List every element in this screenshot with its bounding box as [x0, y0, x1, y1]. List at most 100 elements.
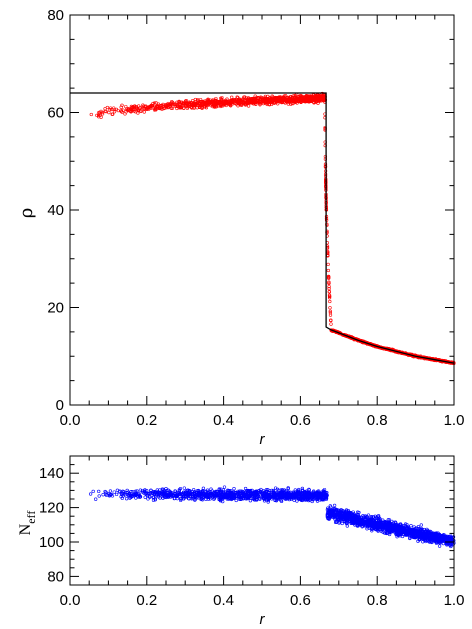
- neff-point: [337, 521, 341, 525]
- density-point: [234, 102, 239, 106]
- neff-point: [435, 536, 440, 540]
- neff-point: [353, 518, 358, 523]
- neff-point: [293, 493, 297, 497]
- neff-point: [123, 493, 128, 497]
- neff-point: [385, 531, 389, 535]
- density-point: [193, 103, 197, 107]
- neff-point: [355, 514, 359, 518]
- density-point: [253, 94, 257, 98]
- neff-point: [435, 540, 439, 544]
- density-point: [219, 96, 223, 101]
- neff-point: [432, 537, 436, 541]
- neff-point: [123, 491, 128, 495]
- neff-point: [204, 497, 208, 501]
- density-point: [325, 222, 329, 226]
- neff-point: [411, 528, 415, 532]
- neff-point: [253, 497, 257, 501]
- density-point: [140, 105, 145, 109]
- neff-point: [182, 486, 186, 490]
- density-point: [201, 100, 205, 105]
- neff-point: [315, 499, 320, 503]
- neff-point: [449, 542, 453, 546]
- neff-point: [381, 518, 385, 522]
- neff-point: [317, 494, 321, 498]
- density-point: [205, 100, 209, 104]
- neff-point: [373, 522, 377, 526]
- neff-point: [374, 521, 378, 526]
- neff-point: [155, 488, 159, 492]
- density-point: [130, 107, 134, 111]
- neff-point: [264, 489, 268, 494]
- neff-point: [132, 494, 136, 498]
- density-point: [295, 101, 299, 105]
- density-x-tick-label: 0.8: [367, 412, 388, 429]
- neff-point: [347, 517, 352, 521]
- neff-point: [177, 487, 182, 492]
- density-point: [142, 107, 146, 111]
- neff-point: [290, 495, 294, 499]
- density-y-tick-label: 60: [47, 105, 64, 122]
- density-point: [97, 111, 101, 116]
- neff-point: [178, 491, 183, 496]
- neff-point: [239, 493, 243, 498]
- neff-point: [258, 497, 262, 501]
- density-point: [230, 98, 234, 103]
- density-y-tick-label: 0: [56, 397, 64, 414]
- density-point: [328, 299, 332, 304]
- neff-point: [288, 490, 293, 494]
- density-point: [273, 95, 278, 100]
- density-point: [278, 95, 283, 99]
- neff-point: [366, 513, 371, 517]
- neff-point: [240, 489, 245, 494]
- neff-point: [436, 538, 440, 542]
- density-point: [168, 104, 173, 108]
- density-x-tick-label: 0.6: [290, 412, 311, 429]
- density-point: [112, 107, 116, 112]
- neff-point: [320, 496, 324, 500]
- neff-point: [300, 493, 304, 497]
- neff-point: [313, 494, 317, 498]
- density-plot-frame: [69, 14, 455, 406]
- neff-point: [195, 489, 200, 493]
- density-point: [291, 97, 295, 101]
- density-point: [286, 102, 290, 106]
- neff-point: [327, 517, 331, 521]
- neff-point: [286, 497, 290, 501]
- neff-point: [138, 495, 143, 499]
- neff-point: [337, 517, 341, 522]
- neff-point: [127, 494, 131, 498]
- neff-point: [114, 492, 119, 497]
- density-point: [214, 102, 218, 106]
- density-point: [316, 98, 321, 102]
- neff-point: [167, 489, 172, 493]
- density-point: [164, 106, 168, 110]
- neff-point: [256, 495, 261, 499]
- neff-point: [222, 485, 227, 489]
- neff-point: [124, 497, 129, 501]
- neff-point: [399, 530, 404, 535]
- neff-point: [386, 518, 390, 522]
- density-x-tick-label: 1.0: [444, 412, 465, 429]
- density-point: [147, 107, 151, 111]
- neff-point: [390, 519, 394, 524]
- neff-point: [340, 513, 344, 518]
- neff-point: [279, 499, 284, 504]
- neff-point: [381, 530, 385, 534]
- density-point: [327, 296, 332, 300]
- density-point: [328, 309, 332, 313]
- neff-point: [283, 496, 287, 500]
- density-point: [197, 101, 201, 106]
- density-point: [314, 94, 318, 98]
- density-point: [220, 99, 225, 103]
- neff-point: [247, 495, 251, 500]
- density-point: [98, 113, 102, 117]
- neff-point: [203, 489, 208, 493]
- neff-point: [422, 527, 426, 532]
- neff-point: [243, 486, 248, 491]
- neff-point: [333, 512, 337, 517]
- neff-point: [145, 489, 149, 493]
- neff-point: [423, 536, 428, 540]
- neff-point: [378, 524, 383, 529]
- neff-point: [245, 491, 249, 496]
